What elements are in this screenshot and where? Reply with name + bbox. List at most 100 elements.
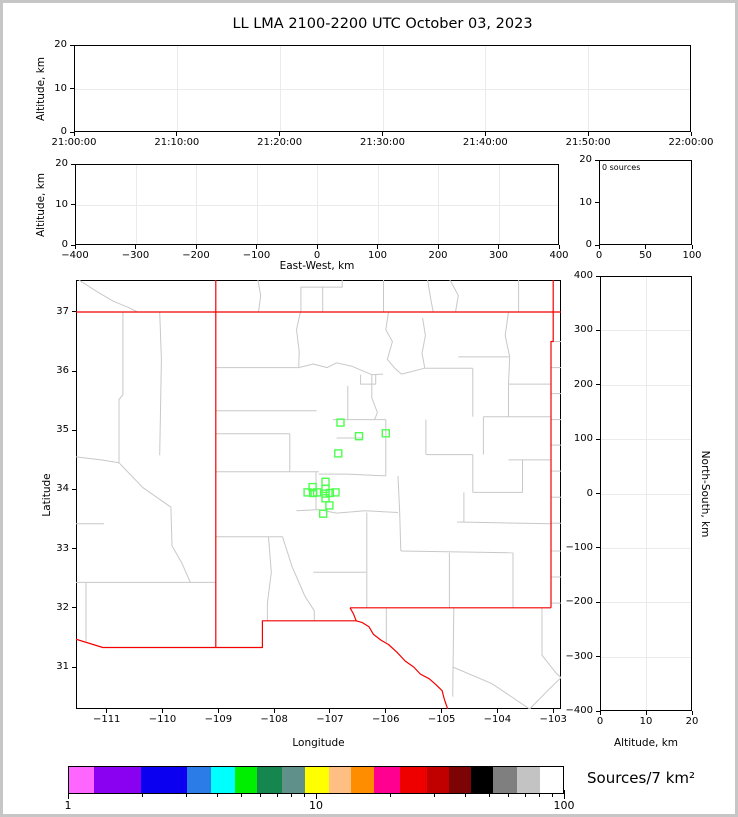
colorbar-tick-minor xyxy=(240,791,242,797)
lightning-source-marker xyxy=(336,418,345,427)
y-tick-label: 200 xyxy=(573,378,593,390)
tick-mark xyxy=(596,275,600,277)
colorbar-tick-minor xyxy=(464,791,466,797)
map-border-line xyxy=(541,607,561,678)
lightning-source-marker xyxy=(381,429,390,438)
x-tick-label: −400 xyxy=(61,250,89,261)
tick-mark xyxy=(106,709,108,713)
tick-mark xyxy=(273,709,275,713)
panel-annotation: 0 sources xyxy=(602,163,641,172)
y-tick-label: −200 xyxy=(565,596,593,608)
gridline xyxy=(75,88,690,90)
x-tick-label: −104 xyxy=(483,714,512,725)
x-tick-label: 21:30:00 xyxy=(360,137,405,148)
map-border-line xyxy=(76,638,216,649)
y-tick-label: −300 xyxy=(565,650,593,662)
map-border-line xyxy=(452,666,530,709)
map-border-line xyxy=(457,521,552,525)
map-border-line xyxy=(449,280,459,313)
tick-mark xyxy=(596,601,600,603)
map-border-line xyxy=(300,280,343,312)
x-tick-label: −109 xyxy=(204,714,233,725)
x-axis-label: Altitude, km xyxy=(613,737,679,749)
lightning-source-marker xyxy=(354,431,364,441)
tick-mark xyxy=(176,132,178,136)
tick-mark xyxy=(74,245,76,249)
map-border-line xyxy=(421,317,426,369)
tick-mark xyxy=(217,709,219,713)
colorbar-segment-3 xyxy=(141,767,188,793)
map-border-line xyxy=(118,312,124,463)
tick-mark xyxy=(691,245,693,249)
y-tick-label: 0 xyxy=(60,126,67,137)
colorbar-segment-2 xyxy=(93,767,142,793)
colorbar-tick-minor xyxy=(277,791,279,797)
tick-mark xyxy=(596,438,600,440)
colorbar-segment-13 xyxy=(400,767,428,793)
map-border-line xyxy=(298,362,384,376)
y-tick-label: 10 xyxy=(579,196,592,208)
y-tick-label: 0 xyxy=(61,239,68,250)
map-border-line xyxy=(504,311,511,385)
colorbar-segment-17 xyxy=(492,767,518,793)
tick-mark xyxy=(316,245,318,249)
x-tick-label: 21:40:00 xyxy=(462,137,508,148)
y-tick-label: 0 xyxy=(586,487,593,499)
x-tick-label: −100 xyxy=(242,250,271,261)
y-tick-label: 32 xyxy=(56,601,69,613)
y-tick-label: 33 xyxy=(56,542,69,554)
map-border-line xyxy=(159,311,162,456)
map-border-line xyxy=(550,280,554,608)
lightning-source-marker xyxy=(318,509,328,518)
colorbar-tick-minor xyxy=(525,791,527,797)
colorbar-segment-11 xyxy=(350,767,374,793)
y-axis-label: Altitude, km xyxy=(35,56,47,121)
lightning-source-marker xyxy=(321,477,330,487)
map-border-line xyxy=(296,311,301,368)
tick-mark xyxy=(645,711,647,715)
y-tick-label: 10 xyxy=(55,198,68,210)
x-tick-label: 21:00:00 xyxy=(51,137,97,148)
map-border-line xyxy=(266,536,272,621)
colorbar-tick-minor xyxy=(260,791,262,797)
x-tick-label: 21:20:00 xyxy=(257,137,303,148)
y-tick-label: 100 xyxy=(573,433,593,445)
y-tick-label: 36 xyxy=(56,365,69,377)
x-axis-label: East-West, km xyxy=(279,260,355,272)
colorbar-segment-7 xyxy=(257,767,283,793)
colorbar-tick-minor xyxy=(216,791,218,797)
colorbar-segment-18 xyxy=(517,767,541,793)
tick-mark xyxy=(596,493,600,494)
map-border-line xyxy=(360,374,377,385)
x-tick-label: 21:10:00 xyxy=(154,137,200,148)
colorbar-segment-19 xyxy=(540,767,563,793)
tick-mark xyxy=(552,709,554,713)
y-tick-label: 20 xyxy=(55,158,68,169)
tick-mark xyxy=(72,311,76,313)
map-border-line xyxy=(215,607,357,649)
tick-mark xyxy=(596,547,600,549)
x-axis-label: Longitude xyxy=(292,737,345,749)
tick-mark xyxy=(385,709,387,713)
figure-title: LL LMA 2100-2200 UTC October 03, 2023 xyxy=(232,16,533,32)
gridline xyxy=(601,602,691,604)
x-tick-label: 20 xyxy=(685,716,699,727)
tick-mark xyxy=(72,666,76,668)
tick-mark xyxy=(72,488,76,490)
lightning-source-marker xyxy=(325,501,334,510)
y-tick-label: 35 xyxy=(56,424,69,436)
gridline xyxy=(601,384,691,386)
gridline xyxy=(601,656,691,658)
gridline xyxy=(601,330,691,332)
map-border-line xyxy=(76,456,120,464)
y-tick-label: 300 xyxy=(573,324,593,336)
tick-mark xyxy=(71,244,75,246)
map-border-line xyxy=(170,507,191,583)
map-svg xyxy=(76,280,561,709)
colorbar xyxy=(68,766,564,794)
gridline xyxy=(601,439,691,441)
x-tick-label: 0 xyxy=(596,716,604,727)
y-axis-label: Latitude xyxy=(41,472,53,517)
lightning-source-marker xyxy=(303,488,312,497)
colorbar-tick-minor xyxy=(142,791,144,797)
